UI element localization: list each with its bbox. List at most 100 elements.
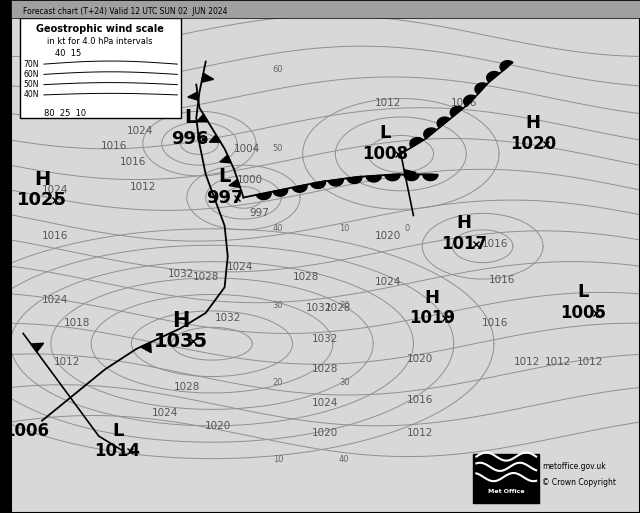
Text: 1032: 1032: [167, 269, 194, 280]
Polygon shape: [141, 342, 151, 352]
Polygon shape: [500, 61, 513, 71]
Text: 20: 20: [339, 301, 349, 310]
Text: 80  25  10: 80 25 10: [44, 109, 86, 119]
Text: 1016: 1016: [488, 274, 515, 285]
FancyBboxPatch shape: [20, 18, 180, 118]
Text: 1006: 1006: [3, 422, 49, 440]
Polygon shape: [196, 114, 208, 122]
Polygon shape: [292, 185, 307, 192]
Text: 1004: 1004: [234, 144, 260, 154]
Text: 997: 997: [206, 188, 243, 207]
Text: H: H: [456, 214, 471, 232]
Text: 1012: 1012: [54, 357, 81, 367]
Text: © Crown Copyright: © Crown Copyright: [543, 478, 616, 487]
Polygon shape: [404, 170, 416, 179]
Text: 1032: 1032: [306, 303, 332, 313]
Text: Forecast chart (T+24) Valid 12 UTC SUN 02  JUN 2024: Forecast chart (T+24) Valid 12 UTC SUN 0…: [23, 7, 228, 16]
Text: 1024: 1024: [152, 408, 178, 418]
Text: 50: 50: [273, 144, 284, 153]
Text: 1016: 1016: [101, 141, 127, 151]
Text: 1017: 1017: [441, 234, 487, 253]
Text: 1028: 1028: [145, 97, 172, 108]
Text: 1020: 1020: [406, 354, 433, 364]
Text: 997: 997: [249, 208, 269, 218]
Text: in kt for 4.0 hPa intervals: in kt for 4.0 hPa intervals: [47, 37, 153, 46]
Text: 1024: 1024: [227, 262, 253, 272]
Text: L: L: [112, 422, 124, 440]
Text: 1016: 1016: [482, 318, 508, 328]
Text: 60: 60: [273, 65, 284, 74]
Polygon shape: [31, 343, 44, 352]
Text: H: H: [34, 170, 50, 189]
Text: 0: 0: [404, 224, 410, 233]
Text: 1024: 1024: [312, 398, 339, 408]
Text: 1032: 1032: [214, 313, 241, 323]
Text: 1024: 1024: [42, 185, 68, 195]
Text: L: L: [218, 167, 231, 187]
Text: H: H: [425, 288, 440, 307]
Text: 1000: 1000: [237, 174, 263, 185]
Bar: [11, 0, 640, 18]
Text: H: H: [525, 114, 541, 132]
Polygon shape: [273, 189, 287, 196]
Text: 1024: 1024: [127, 126, 153, 136]
Text: 1016: 1016: [42, 231, 68, 241]
Polygon shape: [475, 83, 487, 94]
Text: 1012: 1012: [545, 357, 572, 367]
Text: 1016: 1016: [482, 239, 508, 249]
Text: 1020: 1020: [375, 231, 401, 241]
Text: 996: 996: [172, 129, 209, 148]
Text: 20: 20: [273, 378, 284, 387]
Text: 30: 30: [273, 301, 284, 310]
Text: 60N: 60N: [23, 70, 38, 79]
Text: 1014: 1014: [95, 442, 141, 461]
Polygon shape: [366, 175, 381, 182]
Text: 1020: 1020: [205, 421, 232, 431]
Text: 1012: 1012: [577, 357, 603, 367]
Text: 1016: 1016: [120, 156, 147, 167]
Polygon shape: [451, 106, 463, 117]
Polygon shape: [209, 135, 221, 142]
Polygon shape: [437, 117, 450, 128]
Polygon shape: [385, 174, 400, 181]
Text: 1028: 1028: [173, 382, 200, 392]
Text: 40N: 40N: [23, 90, 38, 100]
Text: 1008: 1008: [362, 145, 408, 163]
Polygon shape: [423, 174, 438, 181]
Text: 1012: 1012: [406, 428, 433, 439]
Polygon shape: [310, 181, 325, 188]
Text: Geostrophic wind scale: Geostrophic wind scale: [36, 24, 164, 34]
Text: 1019: 1019: [409, 309, 456, 327]
Text: 1032: 1032: [312, 333, 339, 344]
Text: 1012: 1012: [129, 182, 156, 192]
Text: 1016: 1016: [451, 97, 477, 108]
Text: 1005: 1005: [561, 304, 606, 322]
Bar: [473, 454, 540, 503]
Text: 1028: 1028: [193, 272, 219, 282]
Text: metoffice.gov.uk: metoffice.gov.uk: [543, 462, 606, 471]
Text: 1025: 1025: [17, 191, 67, 209]
Text: 1012: 1012: [513, 357, 540, 367]
Polygon shape: [220, 155, 231, 163]
Text: 1020: 1020: [510, 134, 556, 153]
Text: Met Office: Met Office: [488, 489, 525, 494]
Text: 40: 40: [339, 455, 349, 464]
Text: 10: 10: [273, 455, 284, 464]
Polygon shape: [347, 176, 362, 184]
Polygon shape: [487, 72, 500, 82]
Polygon shape: [202, 73, 214, 82]
Polygon shape: [424, 128, 436, 139]
Text: 1012: 1012: [375, 97, 401, 108]
Polygon shape: [404, 174, 419, 181]
Text: 1028: 1028: [324, 303, 351, 313]
Text: L: L: [184, 108, 196, 128]
Polygon shape: [229, 180, 240, 187]
Text: 40  15: 40 15: [54, 49, 81, 58]
Text: 10: 10: [339, 224, 349, 233]
Text: L: L: [578, 283, 589, 302]
Text: 70N: 70N: [23, 60, 38, 69]
Text: 1024: 1024: [375, 277, 401, 287]
Text: 1028: 1028: [312, 364, 339, 374]
Polygon shape: [410, 137, 424, 147]
Text: 1020: 1020: [312, 428, 339, 439]
